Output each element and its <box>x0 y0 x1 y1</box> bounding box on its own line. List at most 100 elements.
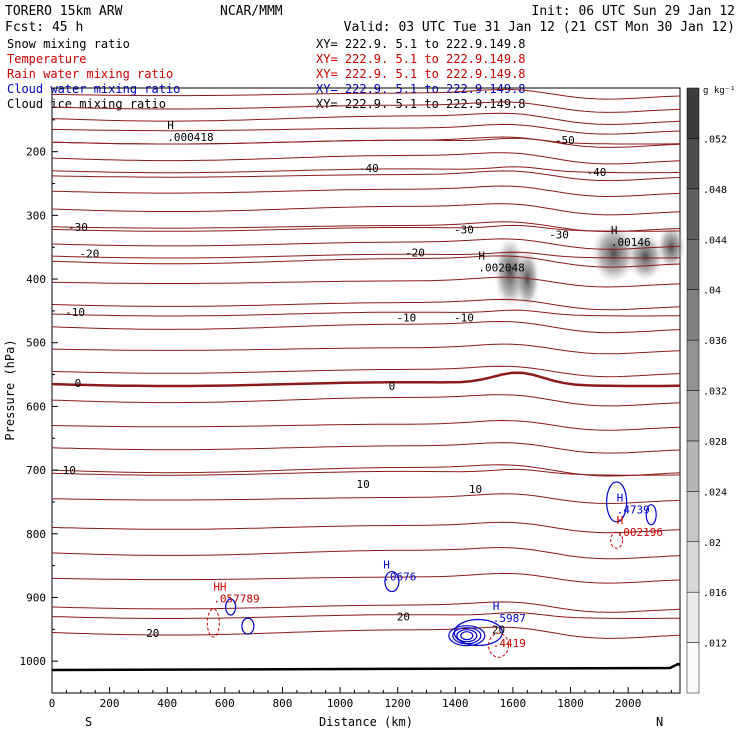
colorbar-segment <box>686 188 700 240</box>
snow-blob <box>591 223 636 284</box>
isotherm-label: -30 <box>68 221 88 234</box>
cloud-water-contour <box>225 598 237 616</box>
cloud-water-contour <box>645 504 657 526</box>
colorbar-segment <box>686 440 700 492</box>
rain-contour <box>206 608 220 638</box>
colorbar-segment <box>686 491 700 543</box>
field-xy: XY= 222.9. 5.1 to 222.9.149.8 <box>316 97 526 111</box>
cloud-water-contour <box>606 481 628 523</box>
valid-label: Valid: 03 UTC Tue 31 Jan 12 (21 CST Mon … <box>344 20 735 35</box>
temp-isotherm-labeled <box>51 371 681 388</box>
temp-isotherm <box>51 88 681 100</box>
isotherm-label: -40 <box>359 162 379 175</box>
temperature-contours: -50 -40 -40 -30 -30 -30 -20 -20 -10 -10 -10 0 0 10 10 1… <box>51 88 681 640</box>
plot-frame <box>51 87 681 694</box>
x-tick-label: 1400 <box>442 697 469 710</box>
temp-isotherm <box>51 320 681 334</box>
temp-isotherm-labeled <box>51 166 681 174</box>
maximum-marker: H <box>478 250 485 263</box>
x-axis-label: Distance (km) <box>319 715 413 729</box>
colorbar-segment <box>686 87 700 139</box>
y-tick-label: 900 <box>26 591 46 604</box>
isotherm-label: 10 <box>356 478 369 491</box>
temp-isotherm <box>51 255 681 268</box>
isotherm-label: 10 <box>63 464 76 477</box>
y-tick-label: 200 <box>26 146 46 159</box>
colorbar: .012 .016 .02 .024 .028 .032 .036 .04 .044 .048 .0… <box>686 86 736 694</box>
temp-isotherm <box>51 394 681 407</box>
x-tick-label: 1800 <box>557 697 584 710</box>
field-name: Snow mixing ratio <box>7 37 130 51</box>
field-xy: XY= 222.9. 5.1 to 222.9.149.8 <box>316 37 526 51</box>
x-tick-label: 0 <box>49 697 56 710</box>
temp-isotherm-labeled <box>51 137 681 145</box>
temp-isotherm <box>51 493 681 505</box>
cloud-water-contour <box>460 631 474 641</box>
maximum-marker: H <box>611 224 618 237</box>
colorbar-tick-label: .04 <box>703 286 721 297</box>
temp-isotherm <box>51 152 681 165</box>
snow-blob <box>627 232 664 281</box>
temp-isotherm-labeled <box>51 612 681 619</box>
maximum-value: .00146 <box>611 236 651 249</box>
maximum-marker: HH <box>213 581 226 594</box>
temp-isotherm <box>51 546 681 560</box>
temp-isotherm <box>51 238 681 250</box>
colorbar-tick-label: .024 <box>703 487 727 498</box>
isotherm-label: -50 <box>555 134 575 147</box>
isotherm-label: 10 <box>469 483 482 496</box>
field-xy: XY= 222.9. 5.1 to 222.9.149.8 <box>316 82 526 96</box>
temp-isotherm-labeled <box>51 309 681 317</box>
init-label: Init: 06 UTC Sun 29 Jan 12 <box>532 4 736 19</box>
colorbar-tick-label: .048 <box>703 185 727 196</box>
temp-isotherm <box>51 123 681 135</box>
isotherm-label: -40 <box>587 166 607 179</box>
temp-isotherm <box>51 203 681 216</box>
y-tick-label: 400 <box>26 273 46 286</box>
colorbar-segment <box>686 239 700 290</box>
x-tick-label: 800 <box>273 697 293 710</box>
x-tick-label: 1200 <box>384 697 411 710</box>
x-tick-label: 400 <box>157 697 177 710</box>
colorbar-segment <box>686 339 700 391</box>
isotherm-label: -10 <box>65 306 85 319</box>
maximum-value: .4739 <box>617 504 650 517</box>
x-axis: 0 200 400 600 800 1000 1200 1400 1600 1800 2000 <box>49 687 672 710</box>
temp-isotherm <box>51 521 681 534</box>
isotherm-label: 0 <box>75 377 82 390</box>
maximum-marker: H <box>617 492 624 505</box>
isotherm-label: -20 <box>80 248 100 261</box>
org-label: NCAR/MMM <box>220 4 283 19</box>
x-tick-label: 1000 <box>327 697 354 710</box>
y-axis-label: Pressure (hPa) <box>3 339 17 440</box>
colorbar-segment <box>686 591 700 643</box>
maximum-marker: H <box>617 514 624 527</box>
maximum-value: .002048 <box>478 262 524 275</box>
temp-isotherm <box>51 601 681 613</box>
field-name: Cloud ice mixing ratio <box>7 97 166 111</box>
y-tick-label: 1000 <box>20 655 47 668</box>
x-tick-label: 2000 <box>615 697 642 710</box>
colorbar-tick-label: .012 <box>703 639 727 650</box>
temp-isotherm <box>51 136 681 148</box>
field-legend: Snow mixing ratio XY= 222.9. 5.1 to 222.9… <box>7 37 526 111</box>
x-tick-label: 200 <box>100 697 120 710</box>
model-label: TORERO 15km ARW <box>5 4 123 19</box>
colorbar-segment <box>686 138 700 190</box>
temp-isotherm <box>51 185 681 198</box>
temp-isotherm <box>51 298 681 311</box>
temp-isotherm <box>51 276 681 288</box>
colorbar-tick-label: .028 <box>703 437 727 448</box>
maximum-value: .000418 <box>167 131 213 144</box>
isotherm-label: 20 <box>146 627 159 640</box>
colorbar-tick-label: .044 <box>703 235 727 246</box>
colorbar-segment <box>686 541 700 593</box>
north-end-label: N <box>656 715 663 729</box>
cloud-water-contour <box>453 618 503 647</box>
colorbar-unit: g kg⁻¹ <box>703 86 736 96</box>
isotherm-label: 0 <box>389 380 396 393</box>
isotherm-label: 20 <box>397 611 410 624</box>
maxima-labels: H.000418H.002048H.00146H.0676H.4739H.002… <box>167 119 663 650</box>
field-name: Cloud water mixing ratio <box>7 82 180 96</box>
colorbar-tick-label: .02 <box>703 538 721 549</box>
